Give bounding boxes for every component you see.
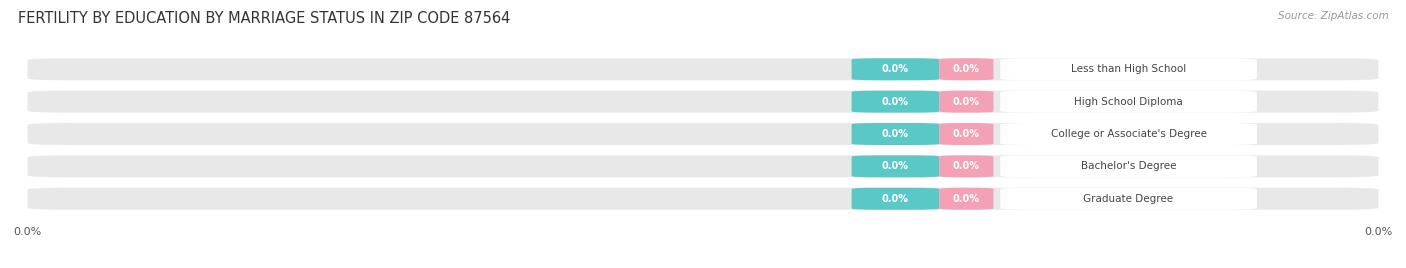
Text: 0.0%: 0.0% <box>882 161 910 171</box>
FancyBboxPatch shape <box>939 123 994 145</box>
Text: 0.0%: 0.0% <box>882 97 910 107</box>
FancyBboxPatch shape <box>939 91 994 113</box>
Text: 0.0%: 0.0% <box>882 129 910 139</box>
FancyBboxPatch shape <box>28 91 1378 113</box>
Text: College or Associate's Degree: College or Associate's Degree <box>1050 129 1206 139</box>
Text: 0.0%: 0.0% <box>953 194 980 204</box>
FancyBboxPatch shape <box>1000 155 1257 177</box>
FancyBboxPatch shape <box>852 155 939 177</box>
FancyBboxPatch shape <box>939 188 994 210</box>
FancyBboxPatch shape <box>1000 123 1257 145</box>
Text: Less than High School: Less than High School <box>1071 64 1187 74</box>
FancyBboxPatch shape <box>28 58 1378 80</box>
FancyBboxPatch shape <box>28 188 1378 210</box>
Text: 0.0%: 0.0% <box>882 194 910 204</box>
FancyBboxPatch shape <box>1000 188 1257 210</box>
FancyBboxPatch shape <box>852 188 939 210</box>
Text: FERTILITY BY EDUCATION BY MARRIAGE STATUS IN ZIP CODE 87564: FERTILITY BY EDUCATION BY MARRIAGE STATU… <box>18 11 510 26</box>
FancyBboxPatch shape <box>939 58 994 80</box>
FancyBboxPatch shape <box>1000 91 1257 113</box>
Text: High School Diploma: High School Diploma <box>1074 97 1182 107</box>
FancyBboxPatch shape <box>852 91 939 113</box>
FancyBboxPatch shape <box>28 123 1378 145</box>
Text: 0.0%: 0.0% <box>953 64 980 74</box>
FancyBboxPatch shape <box>852 123 939 145</box>
Text: 0.0%: 0.0% <box>953 129 980 139</box>
Text: 0.0%: 0.0% <box>953 97 980 107</box>
FancyBboxPatch shape <box>1000 58 1257 80</box>
FancyBboxPatch shape <box>852 58 939 80</box>
Text: Bachelor's Degree: Bachelor's Degree <box>1081 161 1177 171</box>
Text: Source: ZipAtlas.com: Source: ZipAtlas.com <box>1278 11 1389 21</box>
Text: 0.0%: 0.0% <box>953 161 980 171</box>
Text: Graduate Degree: Graduate Degree <box>1084 194 1174 204</box>
FancyBboxPatch shape <box>939 155 994 177</box>
FancyBboxPatch shape <box>28 155 1378 177</box>
Text: 0.0%: 0.0% <box>882 64 910 74</box>
